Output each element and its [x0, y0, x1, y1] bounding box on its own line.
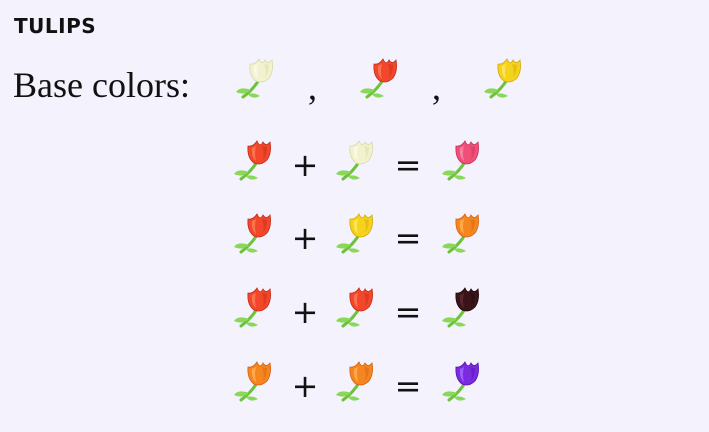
tulip-black-icon — [442, 287, 479, 328]
tulip-red-icon — [234, 140, 271, 181]
equals-sign: = — [394, 219, 422, 257]
tulip-orange-icon — [336, 361, 373, 402]
tulip-red-icon — [234, 213, 271, 254]
tulip-orange-icon — [234, 361, 271, 402]
tulip-yellow-icon — [336, 213, 373, 254]
tulip-yellow-icon — [484, 58, 521, 99]
tulip-white-icon — [236, 58, 273, 99]
base-colors-label: Base colors: — [13, 65, 190, 105]
page-title: TULIPS — [14, 14, 97, 38]
tulip-red-icon — [234, 287, 271, 328]
equals-sign: = — [394, 367, 422, 405]
tulip-red-icon — [360, 58, 397, 99]
separator: , — [308, 67, 317, 107]
tulip-purple-icon — [442, 361, 479, 402]
separator: , — [432, 67, 441, 107]
plus-sign: + — [291, 293, 319, 331]
equals-sign: = — [394, 293, 422, 331]
tulip-white-icon — [336, 140, 373, 181]
plus-sign: + — [291, 146, 319, 184]
plus-sign: + — [291, 219, 319, 257]
tulip-orange-icon — [442, 213, 479, 254]
plus-sign: + — [291, 367, 319, 405]
tulip-red-icon — [336, 287, 373, 328]
equals-sign: = — [394, 146, 422, 184]
tulip-pink-icon — [442, 140, 479, 181]
